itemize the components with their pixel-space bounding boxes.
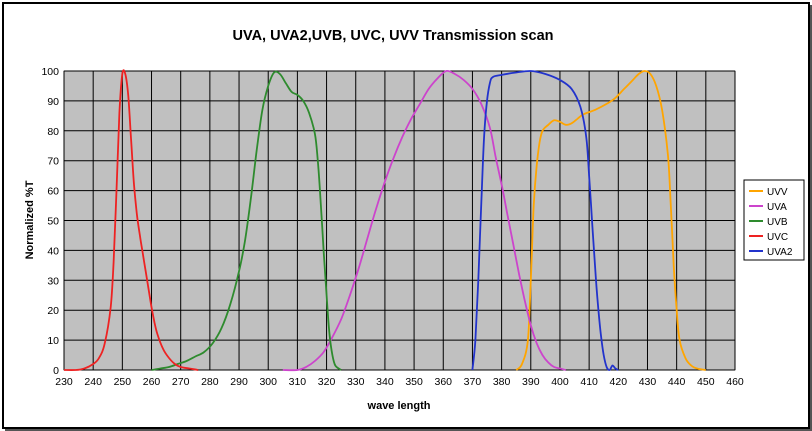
x-tick-label: 360	[434, 376, 452, 388]
x-tick-label: 460	[726, 376, 744, 388]
x-tick-label: 230	[55, 376, 73, 388]
y-tick-label: 60	[47, 186, 59, 198]
series-line-uva2	[471, 70, 619, 371]
y-tick-label: 70	[47, 156, 59, 168]
x-tick-label: 350	[405, 376, 423, 388]
x-tick-label: 340	[376, 376, 394, 388]
y-tick-label: 90	[47, 96, 59, 108]
y-tick-label: 50	[47, 216, 59, 228]
series-line-uva	[282, 69, 566, 372]
y-tick-label: 30	[47, 275, 59, 287]
x-tick-label: 330	[347, 376, 365, 388]
x-tick-label: 310	[289, 376, 307, 388]
y-tick-label: 100	[41, 66, 59, 78]
y-axis-label: Normalized %T	[24, 180, 36, 259]
x-tick-label: 390	[522, 376, 540, 388]
series-layer	[63, 69, 706, 372]
x-tick-label: 320	[318, 376, 336, 388]
x-tick-label: 440	[668, 376, 686, 388]
x-tick-label: 250	[114, 376, 132, 388]
y-tick-label: 40	[47, 245, 59, 257]
y-tick-labels: 0 10 20 30 40 50 60 70 80 90 100	[41, 66, 59, 377]
x-tick-label: 280	[201, 376, 219, 388]
y-tick-label: 0	[53, 365, 59, 377]
x-tick-label: 380	[493, 376, 511, 388]
legend: UVV UVA UVB UVC UVA2	[743, 179, 805, 261]
x-tick-label: 400	[551, 376, 569, 388]
series-line-uvv	[515, 70, 706, 371]
y-tick-label: 20	[47, 305, 59, 317]
x-tick-label: 370	[464, 376, 482, 388]
legend-label-uvv: UVV	[767, 187, 788, 198]
x-tick-label: 260	[143, 376, 161, 388]
x-axis-label: wave length	[367, 400, 431, 412]
y-tick-label: 80	[47, 126, 59, 138]
x-tick-labels: 230 240 250 260 270 280 290 300 310 320 330 340 350 3…	[55, 376, 744, 388]
x-tick-label: 410	[580, 376, 598, 388]
x-tick-label: 300	[259, 376, 277, 388]
legend-label-uva: UVA	[767, 202, 787, 213]
x-tick-label: 450	[697, 376, 715, 388]
legend-label-uvc: UVC	[767, 232, 788, 243]
x-tick-label: 290	[230, 376, 248, 388]
series-line-uvc	[63, 69, 199, 371]
legend-label-uva2: UVA2	[767, 247, 793, 258]
series-line-uvb	[151, 70, 342, 371]
grid-lines	[63, 70, 736, 371]
x-tick-label: 420	[610, 376, 628, 388]
x-tick-label: 240	[84, 376, 102, 388]
chart-title: UVA, UVA2,UVB, UVC, UVV Transmission sca…	[233, 28, 554, 44]
x-tick-label: 430	[639, 376, 657, 388]
x-tick-label: 270	[172, 376, 190, 388]
legend-label-uvb: UVB	[767, 217, 788, 228]
y-tick-label: 10	[47, 335, 59, 347]
